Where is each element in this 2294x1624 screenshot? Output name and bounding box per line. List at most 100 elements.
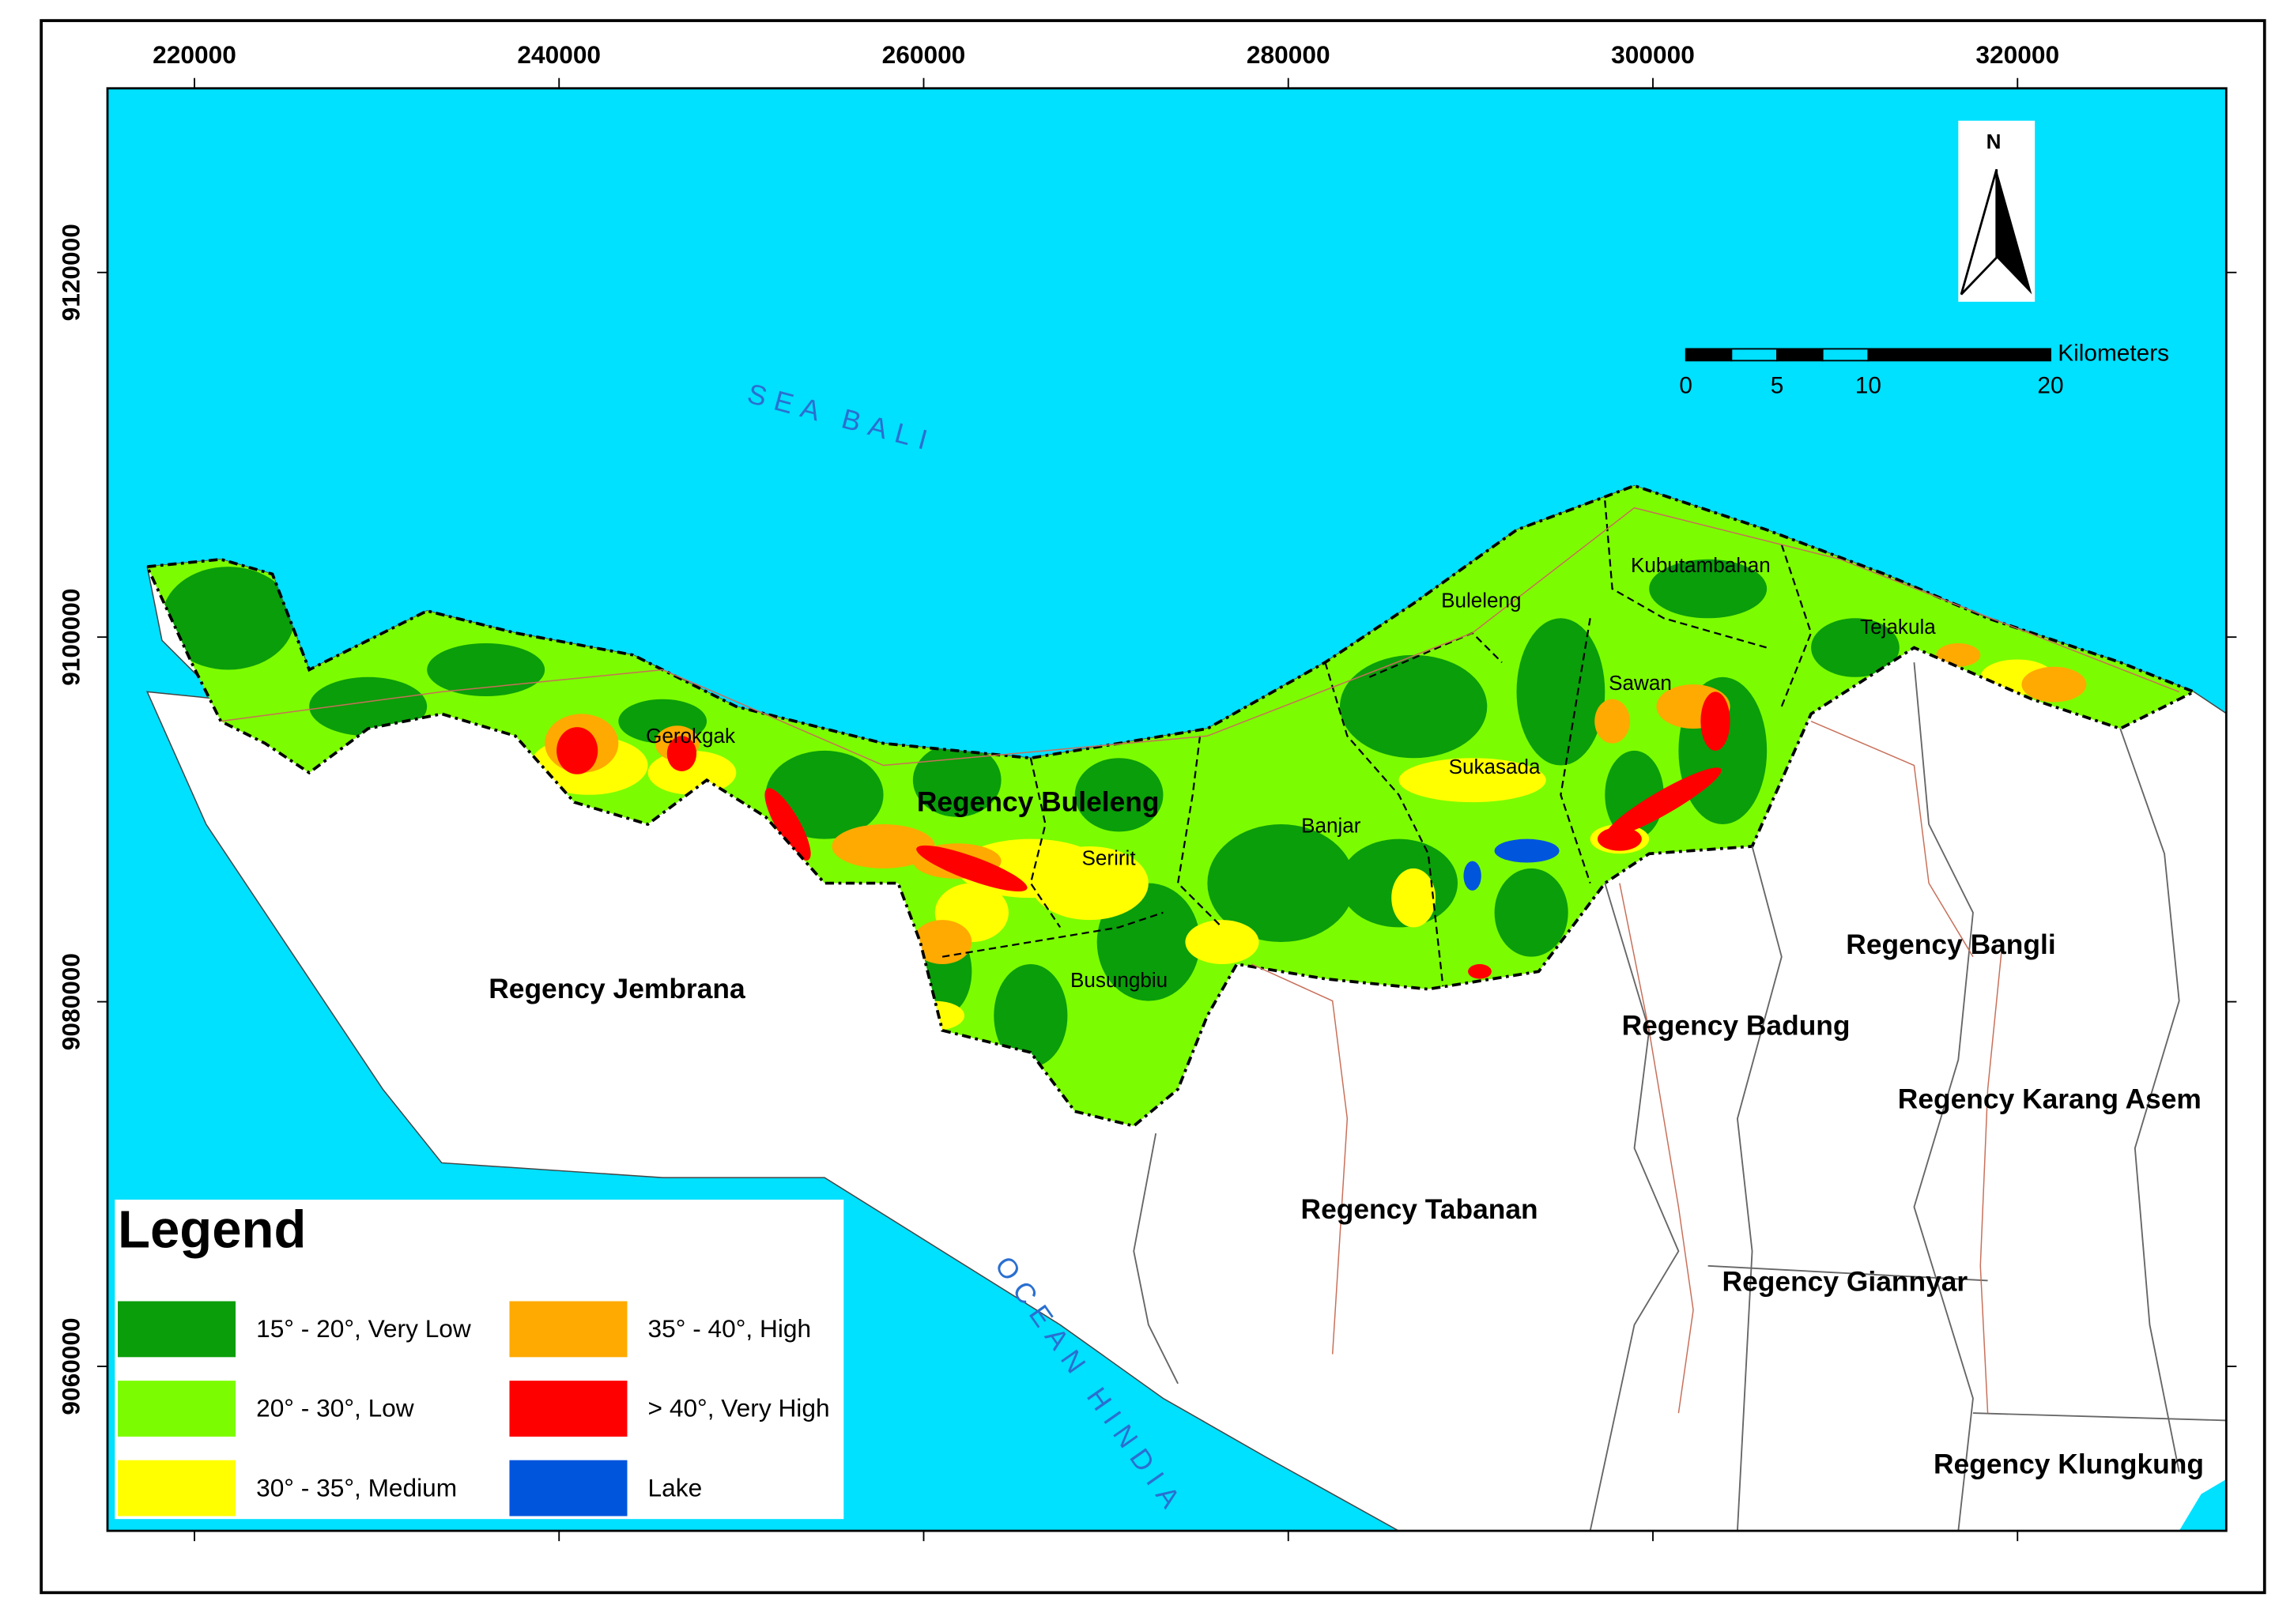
district-boundaries bbox=[941, 500, 1813, 987]
district-label: Kubutambahan bbox=[1631, 553, 1771, 577]
scale-segment bbox=[1685, 348, 1733, 362]
x-tick-label: 240000 bbox=[517, 40, 601, 69]
slope-patch bbox=[309, 676, 428, 737]
slope-patch bbox=[1468, 963, 1492, 979]
regency-line bbox=[1133, 1133, 1179, 1385]
scale-label: 20 bbox=[2037, 372, 2063, 398]
scale-label: 10 bbox=[1855, 372, 1881, 398]
legend-title: Legend bbox=[118, 1200, 306, 1260]
road bbox=[221, 507, 2179, 767]
legend-label: 15° - 20°, Very Low bbox=[256, 1314, 471, 1343]
slope-patch bbox=[1594, 699, 1630, 744]
district-label: Seririt bbox=[1082, 846, 1137, 870]
y-tick-label: 9080000 bbox=[57, 953, 85, 1050]
x-tick-label: 320000 bbox=[1975, 40, 2059, 69]
legend-label: > 40°, Very High bbox=[648, 1394, 830, 1422]
legend-label: 20° - 30°, Low bbox=[256, 1394, 414, 1422]
slope-patch bbox=[557, 727, 598, 774]
regency-label: Regency Badung bbox=[1622, 1010, 1851, 1041]
scale-bar: 0 5 10 20 Kilometers bbox=[1679, 340, 2169, 398]
slope-patch bbox=[1494, 868, 1568, 957]
slope-patch bbox=[1494, 838, 1560, 863]
district-label: Banjar bbox=[1301, 814, 1361, 838]
regency-line bbox=[1736, 846, 1783, 1532]
x-tick-label: 300000 bbox=[1611, 40, 1695, 69]
legend-label: 35° - 40°, High bbox=[648, 1314, 812, 1343]
scale-segment bbox=[1867, 348, 2051, 362]
road bbox=[1810, 720, 1974, 958]
slope-patch bbox=[832, 824, 935, 869]
x-tick-label: 220000 bbox=[153, 40, 236, 69]
arrow-right bbox=[1996, 169, 2032, 295]
district-label: Sukasada bbox=[1449, 755, 1541, 778]
x-tick-label: 280000 bbox=[1247, 40, 1330, 69]
slope-patch bbox=[1597, 827, 1642, 851]
legend-swatch bbox=[118, 1301, 236, 1358]
district-label: Tejakula bbox=[1860, 615, 1936, 639]
axes: 220000 240000 260000 280000 300000 320000 9060… bbox=[57, 40, 2237, 1542]
district-line bbox=[1324, 661, 1444, 987]
north-arrow: N bbox=[1958, 120, 2036, 302]
slope-patch bbox=[1207, 824, 1355, 943]
regency-line bbox=[1707, 1264, 1988, 1282]
north-label: N bbox=[1986, 130, 2002, 153]
slope-patch bbox=[427, 642, 545, 697]
scale-segment bbox=[1730, 348, 1778, 362]
district-line bbox=[941, 911, 1164, 958]
slope-patch bbox=[1030, 846, 1149, 921]
district-label: Buleleng bbox=[1441, 589, 1521, 612]
legend-swatch bbox=[509, 1301, 628, 1358]
legend-swatch bbox=[118, 1381, 236, 1437]
slope-patch bbox=[916, 845, 1028, 892]
slope-patch bbox=[1340, 654, 1488, 759]
legend-label: 30° - 35°, Medium bbox=[256, 1473, 457, 1502]
slope-patch bbox=[1605, 767, 1722, 837]
x-tick-label: 260000 bbox=[882, 40, 966, 69]
regency-label: Regency Karang Asem bbox=[1898, 1084, 2202, 1115]
road bbox=[1619, 883, 1694, 1414]
district-line bbox=[1604, 500, 1768, 649]
district-line bbox=[1780, 544, 1813, 707]
district-line bbox=[1560, 618, 1591, 884]
slope-patch bbox=[1700, 691, 1730, 751]
legend-swatch bbox=[509, 1381, 628, 1437]
slope-patch bbox=[912, 920, 972, 964]
district-label: Busungbiu bbox=[1070, 968, 1168, 992]
slope-patch bbox=[994, 963, 1068, 1068]
district-line bbox=[1029, 757, 1062, 929]
slope-patch bbox=[1391, 868, 1436, 928]
scale-segment bbox=[1821, 348, 1870, 362]
roads bbox=[221, 507, 2179, 1414]
district-label: Gerokgak bbox=[646, 724, 736, 748]
road bbox=[1979, 941, 2003, 1414]
legend-box bbox=[115, 1200, 844, 1520]
slope-patch bbox=[1463, 861, 1481, 891]
regency-label: Regency Giannyar bbox=[1722, 1267, 1968, 1298]
slope-patch bbox=[1074, 758, 1164, 832]
arrow-left bbox=[1960, 168, 1998, 296]
slope-patch bbox=[764, 788, 811, 861]
legend-label: Lake bbox=[648, 1473, 703, 1502]
scale-label: 0 bbox=[1679, 372, 1692, 398]
district-label: Sawan bbox=[1609, 671, 1672, 695]
regency-line bbox=[2119, 728, 2180, 1472]
regency-boundaries bbox=[1133, 662, 2227, 1532]
district-line bbox=[1176, 736, 1223, 929]
slope-patch bbox=[666, 736, 697, 771]
y-tick-label: 9100000 bbox=[57, 589, 85, 686]
y-tick-label: 9060000 bbox=[57, 1317, 85, 1415]
regency-label: Regency Jembrana bbox=[489, 974, 745, 1004]
scale-unit: Kilometers bbox=[2058, 340, 2169, 366]
legend: Legend 15° - 20°, Very Low 20° - 30°, Low… bbox=[115, 1200, 844, 1520]
slope-patch bbox=[1936, 642, 1981, 667]
slope-patch bbox=[1185, 920, 1259, 964]
regency-label: Regency Tabanan bbox=[1301, 1194, 1538, 1225]
sea-inlet bbox=[2179, 1479, 2227, 1532]
slope-patch bbox=[2021, 666, 2087, 703]
regency-line bbox=[1589, 883, 1680, 1532]
regency-label: Regency Klungkung bbox=[1934, 1449, 2204, 1479]
map-frame bbox=[106, 87, 2228, 1532]
road bbox=[1251, 963, 1349, 1355]
regency-label: Regency Bangli bbox=[1846, 929, 2055, 960]
